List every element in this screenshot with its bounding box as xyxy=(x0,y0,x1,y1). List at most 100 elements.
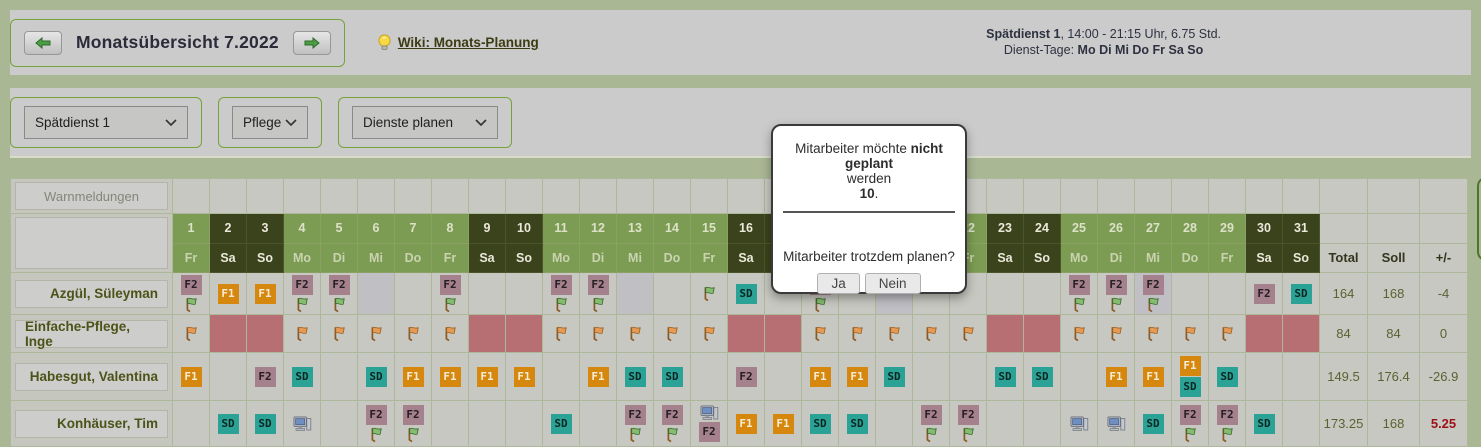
day-number-3[interactable]: 3 xyxy=(246,213,284,244)
shift-cell-day-20[interactable] xyxy=(875,314,913,353)
day-number-27[interactable]: 27 xyxy=(1134,213,1172,244)
shift-cell-day-3[interactable] xyxy=(246,314,284,353)
shift-cell-day-10[interactable] xyxy=(505,314,543,353)
shift-cell-day-26[interactable] xyxy=(1097,400,1135,447)
shift-cell-day-31[interactable] xyxy=(1282,400,1320,447)
shift-cell-day-19[interactable] xyxy=(838,314,876,353)
day-number-8[interactable]: 8 xyxy=(431,213,469,244)
shift-cell-day-30[interactable] xyxy=(1245,314,1283,353)
day-number-26[interactable]: 26 xyxy=(1097,213,1135,244)
shift-cell-day-25[interactable] xyxy=(1060,400,1098,447)
shift-cell-day-3[interactable]: SD xyxy=(246,400,284,447)
shift-cell-day-26[interactable]: F2 xyxy=(1097,272,1135,315)
shift-cell-day-30[interactable] xyxy=(1245,352,1283,401)
day-number-1[interactable]: 1 xyxy=(172,213,210,244)
shift-cell-day-29[interactable] xyxy=(1208,272,1246,315)
shift-cell-day-25[interactable]: F2 xyxy=(1060,272,1098,315)
shift-cell-day-19[interactable]: F1 xyxy=(838,352,876,401)
shift-cell-day-21[interactable]: F2 xyxy=(912,400,950,447)
shift-cell-day-24[interactable]: SD xyxy=(1023,352,1061,401)
shift-cell-day-16[interactable]: SD xyxy=(727,272,765,315)
day-number-31[interactable]: 31 xyxy=(1282,213,1320,244)
shift-cell-day-8[interactable] xyxy=(431,400,469,447)
shift-cell-day-29[interactable] xyxy=(1208,314,1246,353)
shift-cell-day-24[interactable] xyxy=(1023,314,1061,353)
shift-cell-day-1[interactable]: F2 xyxy=(172,272,210,315)
shift-cell-day-12[interactable]: F1 xyxy=(579,352,617,401)
day-number-9[interactable]: 9 xyxy=(468,213,506,244)
shift-cell-day-16[interactable]: F1 xyxy=(727,400,765,447)
shift-cell-day-8[interactable]: F2 xyxy=(431,272,469,315)
shift-cell-day-3[interactable]: F2 xyxy=(246,352,284,401)
shift-cell-day-1[interactable] xyxy=(172,400,210,447)
shift-cell-day-27[interactable]: F1 xyxy=(1134,352,1172,401)
shift-cell-day-27[interactable] xyxy=(1134,314,1172,353)
shift-cell-day-6[interactable] xyxy=(357,272,395,315)
shift-cell-day-6[interactable]: SD xyxy=(357,352,395,401)
day-number-30[interactable]: 30 xyxy=(1245,213,1283,244)
employee-name[interactable]: Konhäuser, Tim xyxy=(15,409,168,438)
shift-cell-day-15[interactable]: F2 xyxy=(690,400,728,447)
shift-cell-day-7[interactable] xyxy=(394,314,432,353)
shift-cell-day-27[interactable]: SD xyxy=(1134,400,1172,447)
day-number-28[interactable]: 28 xyxy=(1171,213,1209,244)
shift-cell-day-2[interactable]: F1 xyxy=(209,272,247,315)
day-number-29[interactable]: 29 xyxy=(1208,213,1246,244)
shift-cell-day-27[interactable]: F2 xyxy=(1134,272,1172,315)
day-number-13[interactable]: 13 xyxy=(616,213,654,244)
day-number-23[interactable]: 23 xyxy=(986,213,1024,244)
shift-cell-day-4[interactable]: SD xyxy=(283,352,321,401)
shift-cell-day-23[interactable] xyxy=(986,314,1024,353)
shift-cell-day-30[interactable]: SD xyxy=(1245,400,1283,447)
shift-cell-day-13[interactable] xyxy=(616,314,654,353)
shift-cell-day-15[interactable] xyxy=(690,314,728,353)
previous-month-button[interactable] xyxy=(24,30,62,55)
shift-cell-day-2[interactable] xyxy=(209,352,247,401)
shift-cell-day-16[interactable] xyxy=(727,314,765,353)
shift-cell-day-7[interactable] xyxy=(394,272,432,315)
shift-cell-day-12[interactable] xyxy=(579,400,617,447)
shift-cell-day-6[interactable]: F2 xyxy=(357,400,395,447)
shift-cell-day-28[interactable] xyxy=(1171,314,1209,353)
shift-cell-day-8[interactable] xyxy=(431,314,469,353)
shift-cell-day-17[interactable] xyxy=(764,314,802,353)
shift-cell-day-23[interactable]: SD xyxy=(986,352,1024,401)
shift-cell-day-15[interactable] xyxy=(690,352,728,401)
day-number-25[interactable]: 25 xyxy=(1060,213,1098,244)
shift-cell-day-14[interactable]: SD xyxy=(653,352,691,401)
shift-cell-day-12[interactable]: F2 xyxy=(579,272,617,315)
shift-cell-day-1[interactable] xyxy=(172,314,210,353)
day-number-11[interactable]: 11 xyxy=(542,213,580,244)
shift-cell-day-12[interactable] xyxy=(579,314,617,353)
shift-cell-day-25[interactable] xyxy=(1060,314,1098,353)
shift-cell-day-4[interactable] xyxy=(283,314,321,353)
shift-cell-day-13[interactable] xyxy=(616,272,654,315)
shift-cell-day-3[interactable]: F1 xyxy=(246,272,284,315)
shift-cell-day-14[interactable] xyxy=(653,272,691,315)
shift-cell-day-31[interactable] xyxy=(1282,352,1320,401)
shift-cell-day-8[interactable]: F1 xyxy=(431,352,469,401)
shift-cell-day-5[interactable] xyxy=(320,314,358,353)
shift-cell-day-30[interactable]: F2 xyxy=(1245,272,1283,315)
shift-cell-day-5[interactable]: F2 xyxy=(320,272,358,315)
day-number-2[interactable]: 2 xyxy=(209,213,247,244)
shift-cell-day-25[interactable] xyxy=(1060,352,1098,401)
shift-cell-day-11[interactable]: F2 xyxy=(542,272,580,315)
day-number-12[interactable]: 12 xyxy=(579,213,617,244)
shift-cell-day-1[interactable]: F1 xyxy=(172,352,210,401)
shift-cell-day-18[interactable]: F1 xyxy=(801,352,839,401)
shift-cell-day-9[interactable] xyxy=(468,272,506,315)
shift-cell-day-7[interactable]: F1 xyxy=(394,352,432,401)
shift-cell-day-22[interactable] xyxy=(949,352,987,401)
day-number-15[interactable]: 15 xyxy=(690,213,728,244)
shift-cell-day-23[interactable] xyxy=(986,400,1024,447)
day-number-6[interactable]: 6 xyxy=(357,213,395,244)
shift-cell-day-26[interactable]: F1 xyxy=(1097,352,1135,401)
day-number-4[interactable]: 4 xyxy=(283,213,321,244)
shift-cell-day-6[interactable] xyxy=(357,314,395,353)
shift-cell-day-2[interactable] xyxy=(209,314,247,353)
shift-cell-day-20[interactable]: SD xyxy=(875,352,913,401)
employee-name[interactable]: Habesgut, Valentina xyxy=(15,362,168,391)
shift-cell-day-11[interactable] xyxy=(542,352,580,401)
shift-cell-day-18[interactable]: SD xyxy=(801,400,839,447)
